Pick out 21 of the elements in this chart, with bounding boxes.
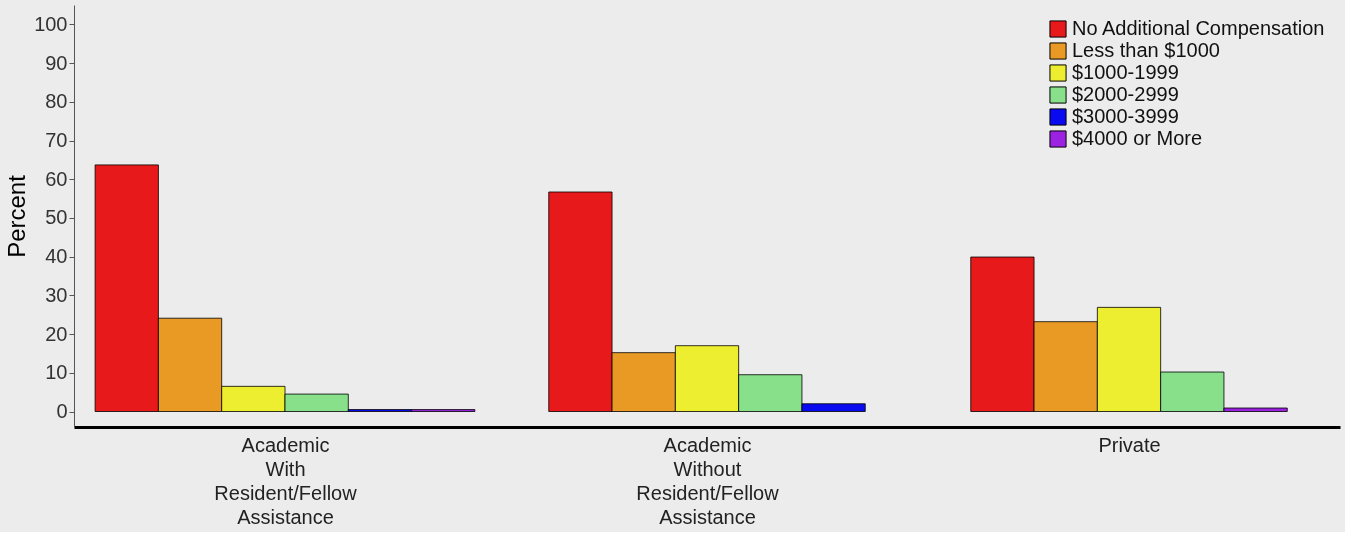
y-tick-label: 100 bbox=[34, 12, 68, 35]
x-tick-label: Private bbox=[1098, 433, 1161, 456]
legend-label: No Additional Compensation bbox=[1072, 17, 1325, 39]
legend-label: $1000-1999 bbox=[1072, 61, 1179, 83]
y-tick-label: 0 bbox=[56, 400, 68, 423]
y-tick-label: 90 bbox=[45, 51, 68, 74]
y-tick-label: 20 bbox=[45, 322, 68, 345]
legend-label: $3000-3999 bbox=[1072, 105, 1179, 127]
y-axis-title: Percent bbox=[3, 174, 31, 258]
y-tick-label: 30 bbox=[45, 283, 68, 306]
y-tick-label: 80 bbox=[45, 90, 68, 113]
y-tick-label: 40 bbox=[45, 245, 68, 268]
legend-label: Less than $1000 bbox=[1072, 39, 1220, 61]
legend-label: $2000-2999 bbox=[1072, 83, 1179, 105]
y-tick-label: 70 bbox=[45, 129, 68, 151]
y-tick-label: 60 bbox=[45, 167, 68, 190]
x-tick-label: Academic With Resident/Fellow Assistance bbox=[214, 433, 358, 528]
legend-label: $4000 or More bbox=[1072, 127, 1203, 149]
y-tick-label: 50 bbox=[45, 206, 68, 229]
x-tick-label: Academic Without Resident/Fellow Assistance bbox=[636, 433, 780, 528]
y-tick-label: 10 bbox=[45, 361, 68, 384]
